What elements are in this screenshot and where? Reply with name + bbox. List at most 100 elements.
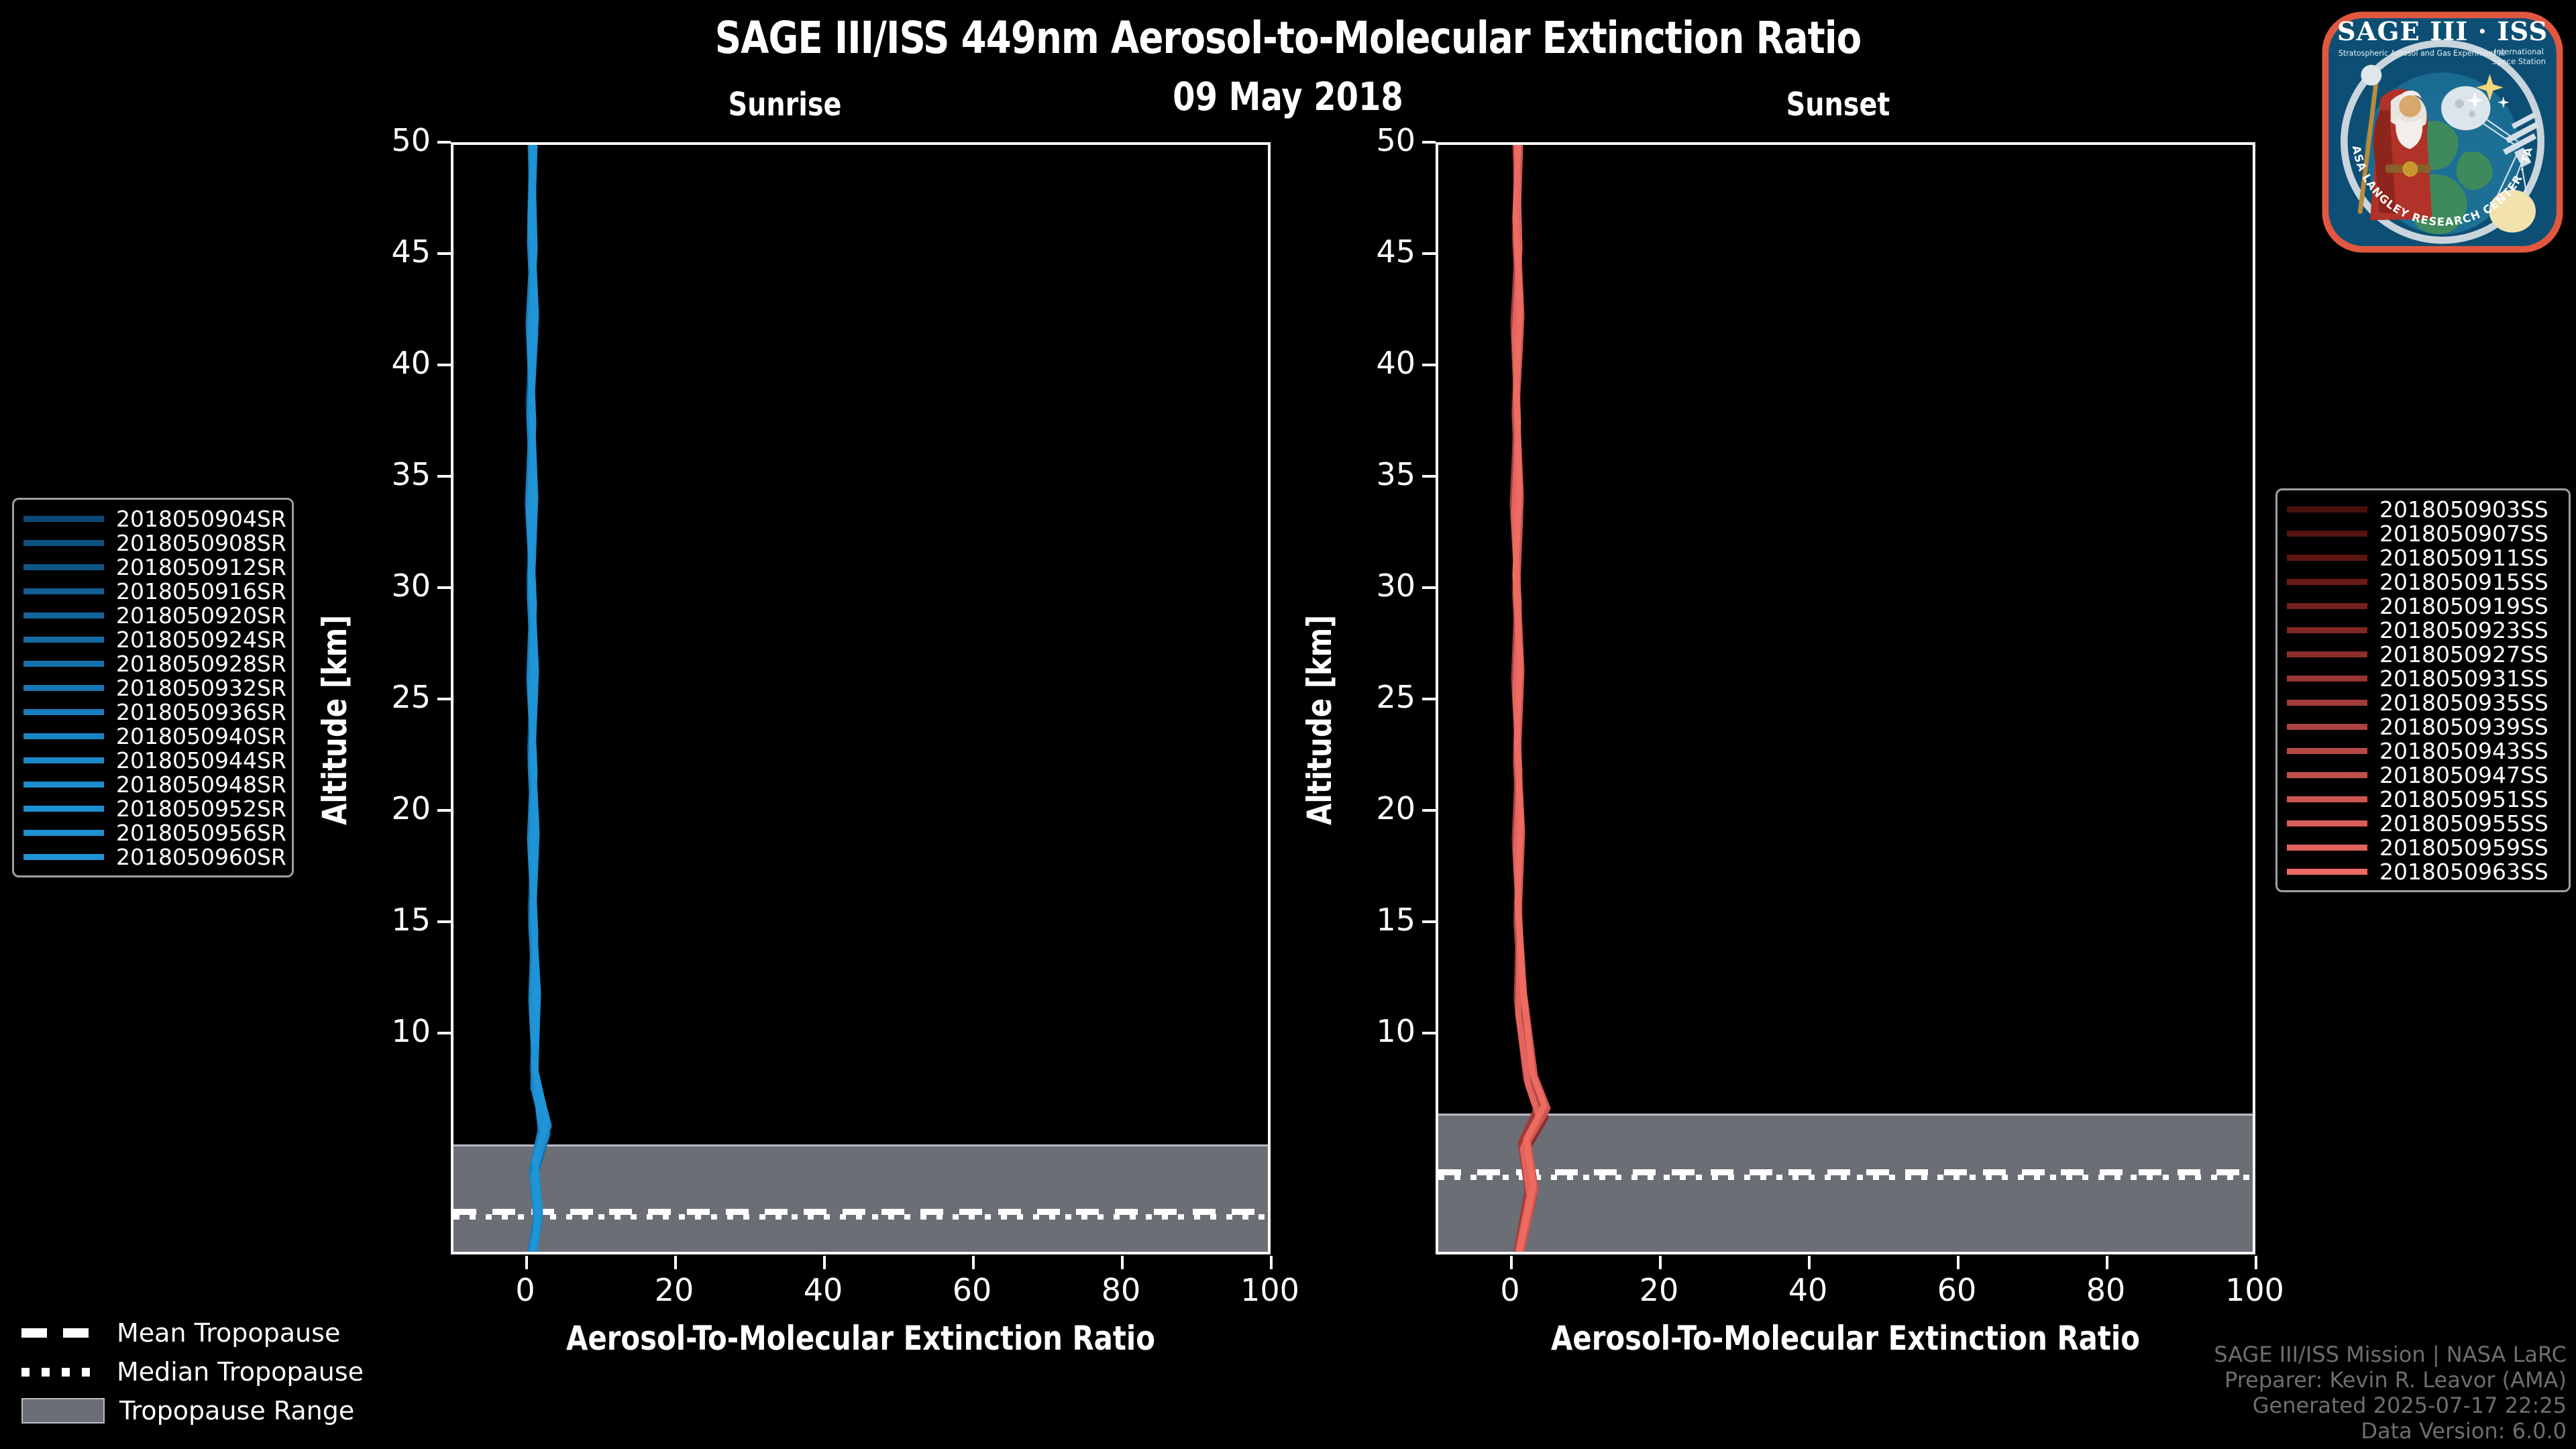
legend-sunset-color-swatch xyxy=(2287,530,2367,537)
legend-sunrise-item[interactable]: 2018050940SR xyxy=(23,723,286,749)
tropopause-range-band-sunrise xyxy=(453,1144,1268,1252)
legend-sunrise-item[interactable]: 2018050916SR xyxy=(23,578,286,604)
legend-sunset-item[interactable]: 2018050939SS xyxy=(2287,714,2559,740)
xtick-label-80-sunset: 80 xyxy=(2086,1272,2126,1308)
legend-sunset-item[interactable]: 2018050919SS xyxy=(2287,593,2559,619)
legend-sunset-item[interactable]: 2018050963SS xyxy=(2287,859,2559,885)
xtick-label-0: 0 xyxy=(515,1272,535,1308)
x-axis-label-sunset: Aerosol-To-Molecular Extinction Ratio xyxy=(1551,1319,2140,1358)
footer-line-mission: SAGE III/ISS Mission | NASA LaRC xyxy=(2214,1342,2567,1367)
legend-sunset[interactable]: 2018050903SS 2018050907SS 2018050911SS 2018… xyxy=(2275,488,2571,892)
ytick-label-30: 30 xyxy=(391,568,431,604)
xtick-label-40-sunset: 40 xyxy=(1788,1272,1828,1308)
legend-sunrise-item[interactable]: 2018050908SR xyxy=(23,530,286,556)
xtick-label-0-sunset: 0 xyxy=(1500,1272,1520,1308)
legend-sunrise-label: 2018050960SR xyxy=(116,843,286,870)
legend-sunrise-label: 2018050956SR xyxy=(116,819,286,846)
legend-sunset-color-swatch xyxy=(2287,627,2367,633)
ytick-label-20: 20 xyxy=(391,790,431,826)
legend-sunrise-color-swatch xyxy=(23,781,104,788)
legend-sunset-label: 2018050923SS xyxy=(2379,616,2548,643)
legend-sunrise-item[interactable]: 2018050956SR xyxy=(23,820,286,846)
y-axis-label-sunset: Altitude [km] xyxy=(1300,614,1339,825)
legend-sunset-color-swatch xyxy=(2287,868,2367,875)
legend-sunrise-label: 2018050908SR xyxy=(116,529,286,556)
legend-sunrise-item[interactable]: 2018050924SR xyxy=(23,627,286,653)
legend-sunset-item[interactable]: 2018050927SS xyxy=(2287,641,2559,667)
plot-panel-sunrise xyxy=(451,142,1271,1254)
legend-label-mean-tropopause: Mean Tropopause xyxy=(117,1318,341,1348)
filled-box-icon xyxy=(21,1398,105,1424)
logo-subtitle-right-line2: Space Station xyxy=(2492,57,2546,66)
tropopause-range-band-sunset xyxy=(1438,1114,2253,1252)
legend-sunrise-item[interactable]: 2018050904SR xyxy=(23,506,286,532)
legend-sunrise-color-swatch xyxy=(23,708,104,715)
legend-sunrise-item[interactable]: 2018050960SR xyxy=(23,844,286,870)
legend-sunrise-item[interactable]: 2018050920SR xyxy=(23,602,286,629)
legend-sunset-color-swatch xyxy=(2287,602,2367,609)
legend-sunrise-item[interactable]: 2018050912SR xyxy=(23,554,286,580)
legend-sunset-item[interactable]: 2018050903SS xyxy=(2287,496,2559,523)
legend-sunset-item[interactable]: 2018050947SS xyxy=(2287,762,2559,788)
legend-sunset-color-swatch xyxy=(2287,723,2367,730)
legend-sunset-item[interactable]: 2018050931SS xyxy=(2287,665,2559,692)
panel-title-sunset: Sunset xyxy=(1786,86,1890,123)
legend-tropopause: Mean Tropopause Median Tropopause Tropop… xyxy=(12,1307,388,1437)
legend-sunset-label: 2018050935SS xyxy=(2379,689,2548,716)
legend-item-median-tropopause: Median Tropopause xyxy=(21,1352,378,1391)
legend-sunrise-item[interactable]: 2018050952SR xyxy=(23,796,286,822)
ytick-label-20-sunset: 20 xyxy=(1376,790,1415,826)
ytick-label-50: 50 xyxy=(391,122,431,158)
legend-sunset-label: 2018050931SS xyxy=(2379,665,2548,692)
panel-title-sunrise: Sunrise xyxy=(728,86,842,123)
legend-sunset-label: 2018050927SS xyxy=(2379,641,2548,667)
legend-sunset-item[interactable]: 2018050923SS xyxy=(2287,616,2559,643)
profile-curves-sunrise xyxy=(525,145,552,1252)
legend-sunset-item[interactable]: 2018050943SS xyxy=(2287,738,2559,764)
legend-sunrise-color-swatch xyxy=(23,636,104,643)
xtick-label-20: 20 xyxy=(654,1272,694,1308)
footer-credits: SAGE III/ISS Mission | NASA LaRC Prepare… xyxy=(2214,1342,2567,1444)
legend-sunset-item[interactable]: 2018050915SS xyxy=(2287,569,2559,595)
plot-area-sunset xyxy=(1438,145,2253,1252)
ytick-label-45: 45 xyxy=(391,233,431,270)
legend-sunset-color-swatch xyxy=(2287,820,2367,826)
legend-sunrise-color-swatch xyxy=(23,733,104,739)
legend-sunset-color-swatch xyxy=(2287,699,2367,706)
legend-sunset-item[interactable]: 2018050951SS xyxy=(2287,786,2559,812)
logo-subtitle-right-line1: International xyxy=(2494,47,2544,56)
legend-sunrise-label: 2018050940SR xyxy=(116,722,286,749)
date-subtitle: 09 May 2018 xyxy=(1173,74,1403,119)
ytick-label-50-sunset: 50 xyxy=(1376,122,1415,158)
legend-sunset-color-swatch xyxy=(2287,796,2367,802)
legend-sunrise-color-swatch xyxy=(23,588,104,594)
legend-sunrise-color-swatch xyxy=(23,660,104,667)
legend-label-tropopause-range: Tropopause Range xyxy=(119,1396,355,1426)
xtick-label-40: 40 xyxy=(803,1272,843,1308)
legend-sunset-item[interactable]: 2018050955SS xyxy=(2287,810,2559,837)
legend-sunrise-label: 2018050916SR xyxy=(116,578,286,604)
legend-sunrise-label: 2018050952SR xyxy=(116,795,286,822)
legend-sunset-label: 2018050959SS xyxy=(2379,834,2548,861)
plot-panel-sunset xyxy=(1436,142,2255,1254)
xtick-label-100: 100 xyxy=(1240,1272,1299,1308)
xtick-label-20-sunset: 20 xyxy=(1639,1272,1679,1308)
legend-sunset-item[interactable]: 2018050907SS xyxy=(2287,520,2559,547)
legend-sunrise-item[interactable]: 2018050944SR xyxy=(23,747,286,773)
legend-sunrise[interactable]: 2018050904SR 2018050908SR 2018050912SR 2018… xyxy=(12,498,294,877)
legend-sunset-label: 2018050907SS xyxy=(2379,520,2548,547)
legend-sunset-item[interactable]: 2018050959SS xyxy=(2287,834,2559,861)
xtick-label-60: 60 xyxy=(952,1272,992,1308)
legend-sunrise-label: 2018050948SR xyxy=(116,771,286,798)
legend-sunset-item[interactable]: 2018050935SS xyxy=(2287,689,2559,716)
legend-sunrise-item[interactable]: 2018050936SR xyxy=(23,699,286,725)
legend-sunrise-item[interactable]: 2018050932SR xyxy=(23,675,286,701)
logo-title: SAGE III · ISS xyxy=(2337,17,2548,47)
legend-sunrise-item[interactable]: 2018050928SR xyxy=(23,651,286,677)
page-title: SAGE III/ISS 449nm Aerosol-to-Molecular … xyxy=(714,12,1862,64)
legend-sunset-color-swatch xyxy=(2287,554,2367,561)
legend-sunrise-item[interactable]: 2018050948SR xyxy=(23,771,286,798)
ytick-label-35-sunset: 35 xyxy=(1376,456,1415,492)
legend-sunset-item[interactable]: 2018050911SS xyxy=(2287,545,2559,571)
ytick-label-40-sunset: 40 xyxy=(1376,345,1415,381)
